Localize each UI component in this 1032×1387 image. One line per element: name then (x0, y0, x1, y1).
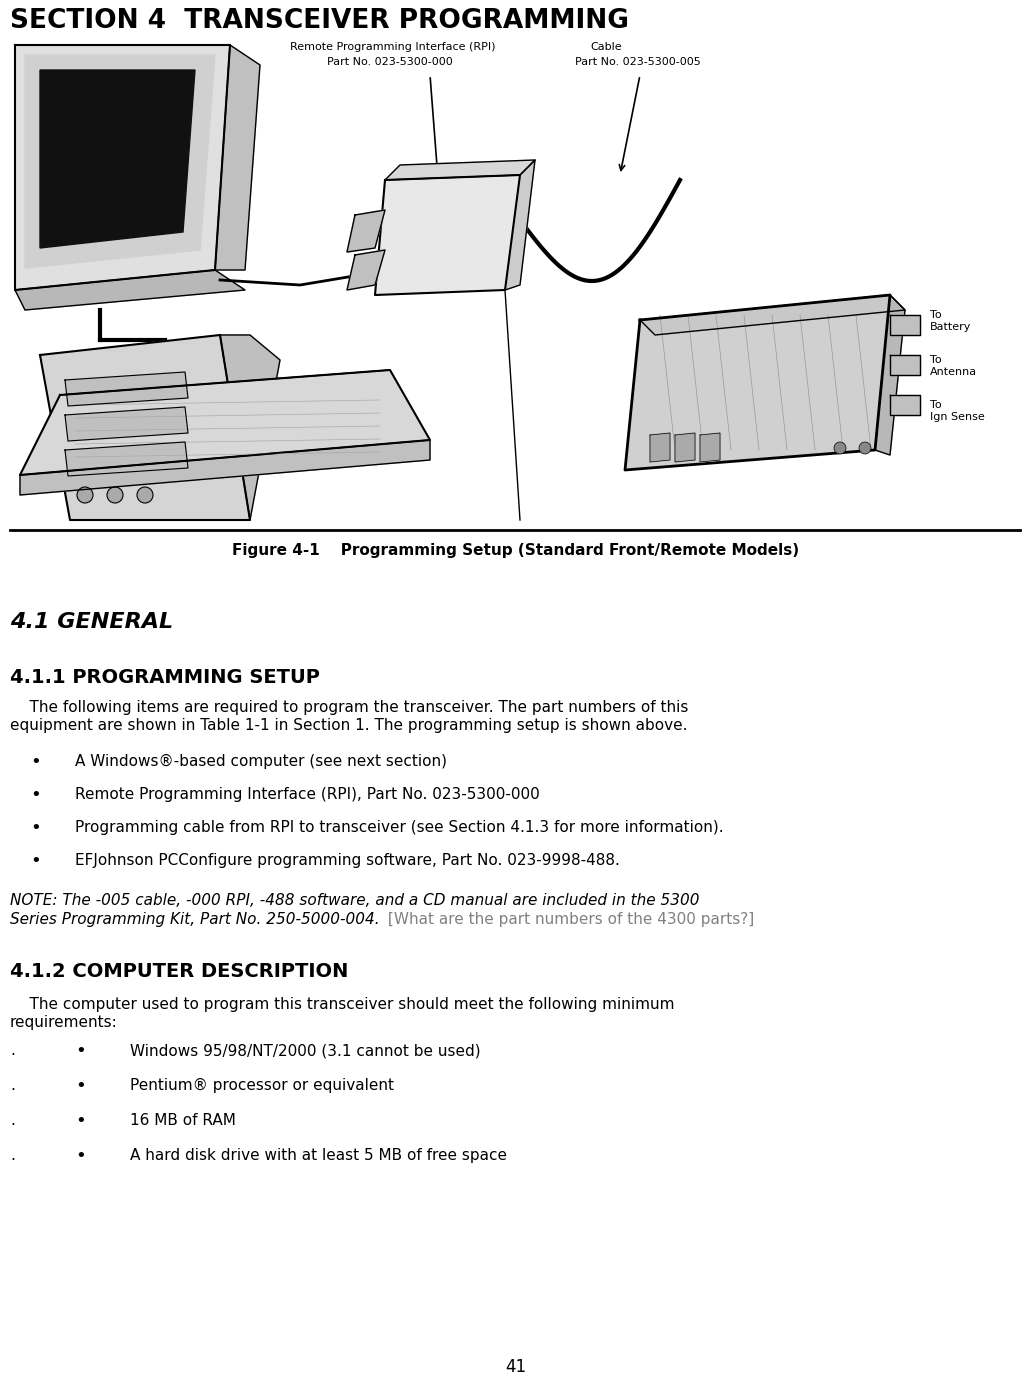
Text: A hard disk drive with at least 5 MB of free space: A hard disk drive with at least 5 MB of … (130, 1148, 507, 1164)
Text: A Windows®-based computer (see next section): A Windows®-based computer (see next sect… (75, 755, 447, 768)
Polygon shape (20, 370, 430, 474)
Text: 41: 41 (506, 1358, 526, 1376)
Polygon shape (347, 250, 385, 290)
Polygon shape (40, 336, 250, 520)
Text: •: • (30, 852, 40, 870)
Text: •: • (30, 818, 40, 836)
Polygon shape (640, 295, 905, 336)
Polygon shape (65, 442, 188, 476)
Polygon shape (25, 55, 215, 268)
Polygon shape (875, 295, 905, 455)
Text: 16 MB of RAM: 16 MB of RAM (130, 1112, 236, 1128)
Text: requirements:: requirements: (10, 1015, 118, 1031)
Polygon shape (15, 44, 230, 290)
Text: .: . (10, 1112, 14, 1128)
Text: 4.1.2 COMPUTER DESCRIPTION: 4.1.2 COMPUTER DESCRIPTION (10, 963, 349, 981)
Text: •: • (75, 1076, 86, 1094)
Text: equipment are shown in Table 1-1 in Section 1. The programming setup is shown ab: equipment are shown in Table 1-1 in Sect… (10, 718, 687, 732)
Text: Part No. 023-5300-005: Part No. 023-5300-005 (575, 57, 701, 67)
Text: Remote Programming Interface (RPI): Remote Programming Interface (RPI) (290, 42, 495, 51)
Text: 4.1.1 PROGRAMMING SETUP: 4.1.1 PROGRAMMING SETUP (10, 669, 320, 687)
Text: The computer used to program this transceiver should meet the following minimum: The computer used to program this transc… (10, 997, 675, 1013)
Polygon shape (220, 336, 280, 520)
Polygon shape (675, 433, 695, 462)
Polygon shape (347, 209, 385, 252)
Text: NOTE: The -005 cable, -000 RPI, -488 software, and a CD manual are included in t: NOTE: The -005 cable, -000 RPI, -488 sof… (10, 893, 700, 908)
Text: [What are the part numbers of the 4300 parts?]: [What are the part numbers of the 4300 p… (383, 913, 754, 927)
Polygon shape (65, 372, 188, 406)
Text: Series Programming Kit, Part No. 250-5000-004.: Series Programming Kit, Part No. 250-500… (10, 913, 380, 927)
Polygon shape (650, 433, 670, 462)
Polygon shape (20, 440, 430, 495)
Text: To
Antenna: To Antenna (930, 355, 977, 377)
Polygon shape (700, 433, 720, 462)
Polygon shape (65, 406, 188, 441)
Text: Remote Programming Interface (RPI), Part No. 023-5300-000: Remote Programming Interface (RPI), Part… (75, 786, 540, 802)
Circle shape (107, 487, 123, 503)
Circle shape (834, 442, 846, 454)
Circle shape (859, 442, 871, 454)
Text: Programming cable from RPI to transceiver (see Section 4.1.3 for more informatio: Programming cable from RPI to transceive… (75, 820, 723, 835)
Text: SECTION 4  TRANSCEIVER PROGRAMMING: SECTION 4 TRANSCEIVER PROGRAMMING (10, 8, 628, 35)
Text: Windows 95/98/NT/2000 (3.1 cannot be used): Windows 95/98/NT/2000 (3.1 cannot be use… (130, 1043, 481, 1058)
Text: .: . (10, 1078, 14, 1093)
Text: The following items are required to program the transceiver. The part numbers of: The following items are required to prog… (10, 700, 688, 716)
Polygon shape (505, 160, 535, 290)
Polygon shape (890, 315, 920, 336)
Polygon shape (625, 295, 890, 470)
Polygon shape (890, 355, 920, 374)
Text: To
Ign Sense: To Ign Sense (930, 399, 985, 422)
Text: Figure 4-1    Programming Setup (Standard Front/Remote Models): Figure 4-1 Programming Setup (Standard F… (232, 542, 800, 558)
Circle shape (137, 487, 153, 503)
Text: 4.1 GENERAL: 4.1 GENERAL (10, 612, 173, 632)
Text: .: . (10, 1148, 14, 1164)
Text: •: • (75, 1147, 86, 1165)
Text: •: • (75, 1042, 86, 1060)
Polygon shape (385, 160, 535, 180)
Text: Cable: Cable (590, 42, 621, 51)
Text: To
Battery: To Battery (930, 311, 971, 331)
Polygon shape (375, 175, 520, 295)
Polygon shape (15, 270, 245, 311)
Text: •: • (30, 753, 40, 771)
Text: •: • (75, 1112, 86, 1130)
Circle shape (77, 487, 93, 503)
Polygon shape (215, 44, 260, 270)
Text: •: • (30, 786, 40, 804)
Polygon shape (40, 69, 195, 248)
Polygon shape (890, 395, 920, 415)
Text: Pentium® processor or equivalent: Pentium® processor or equivalent (130, 1078, 394, 1093)
Text: EFJohnson PCConfigure programming software, Part No. 023-9998-488.: EFJohnson PCConfigure programming softwa… (75, 853, 620, 868)
Text: .: . (10, 1043, 14, 1058)
Text: Part No. 023-5300-000: Part No. 023-5300-000 (327, 57, 453, 67)
